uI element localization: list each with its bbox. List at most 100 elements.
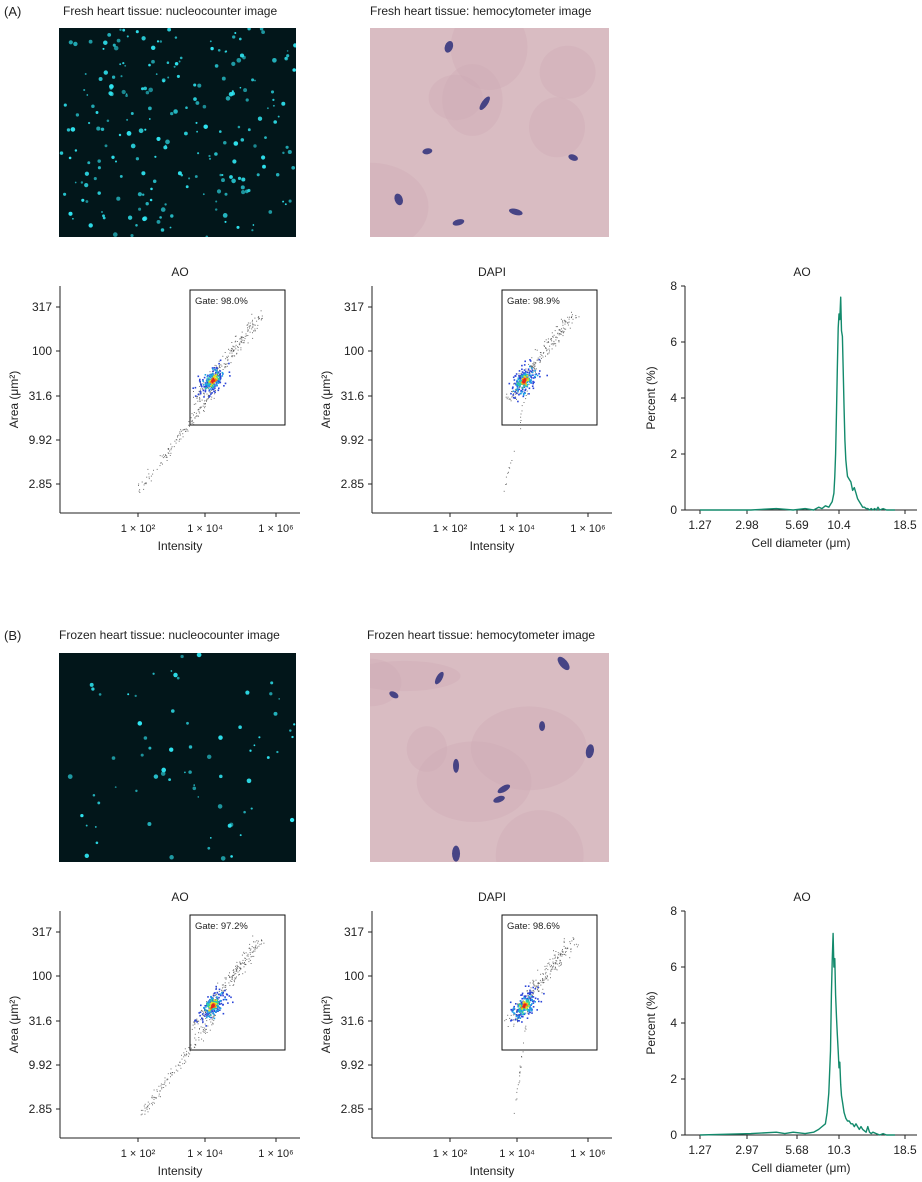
nucleus-dot: [80, 181, 84, 184]
stained-cell: [479, 96, 490, 111]
nucleus-dot: [166, 61, 170, 64]
event-point: [242, 962, 244, 964]
nucleus-dot: [119, 28, 122, 32]
event-point: [233, 355, 235, 357]
nucleus-dot: [206, 754, 212, 760]
event-point: [538, 990, 540, 992]
event-point: [521, 381, 523, 384]
nucleus-dot: [273, 711, 278, 716]
event-point: [203, 1012, 205, 1014]
event-point: [215, 365, 217, 367]
event-point: [523, 364, 526, 366]
event-point: [196, 415, 198, 417]
event-point: [512, 395, 514, 397]
event-point: [147, 1111, 149, 1113]
event-point: [142, 1109, 144, 1111]
y-tick-label: 31.6: [341, 1014, 365, 1028]
event-point: [212, 1016, 214, 1018]
event-point: [139, 492, 141, 493]
event-point: [214, 387, 216, 389]
event-point: [206, 1002, 208, 1005]
event-point: [543, 344, 545, 346]
event-point: [565, 321, 567, 323]
event-point: [207, 383, 210, 385]
event-point: [215, 389, 216, 391]
event-point: [215, 1000, 218, 1003]
nucleus-dot: [112, 43, 116, 47]
event-point: [240, 349, 242, 351]
event-point: [518, 386, 520, 388]
event-point: [542, 356, 544, 358]
event-point: [520, 420, 522, 421]
x-tick-label: 2.98: [735, 518, 759, 532]
event-point: [223, 363, 225, 365]
event-point: [207, 398, 209, 400]
event-point: [548, 342, 550, 343]
background-blotch: [428, 74, 483, 121]
event-point: [235, 971, 237, 972]
event-point: [239, 962, 241, 964]
event-point: [205, 382, 208, 385]
x-axis-label: Intensity: [470, 1164, 515, 1178]
event-point: [212, 1003, 215, 1006]
event-point: [253, 330, 255, 332]
histogram-title-a: AO: [793, 265, 811, 279]
background-blotch: [539, 45, 596, 99]
event-point: [249, 959, 251, 961]
event-point: [215, 994, 216, 996]
event-point: [190, 1047, 192, 1049]
event-point: [569, 957, 571, 959]
nucleus-dot: [98, 77, 103, 81]
event-point: [213, 382, 215, 384]
event-point: [521, 390, 523, 393]
event-point: [215, 371, 218, 373]
event-point: [532, 1006, 535, 1008]
event-point: [199, 394, 201, 396]
event-point: [535, 373, 538, 375]
event-point: [575, 943, 577, 945]
event-point: [166, 460, 168, 461]
event-point: [528, 383, 530, 385]
event-point: [229, 972, 230, 974]
event-point: [523, 369, 526, 371]
event-point: [521, 364, 523, 367]
event-point: [521, 383, 524, 385]
event-point: [537, 986, 539, 989]
event-point: [208, 381, 211, 384]
event-point: [520, 994, 522, 996]
event-point: [518, 374, 520, 377]
event-point: [224, 367, 226, 369]
stained-cell: [539, 721, 546, 732]
event-point: [556, 337, 558, 339]
event-point: [158, 1095, 160, 1097]
event-point: [138, 485, 139, 486]
event-point: [555, 339, 557, 341]
event-point: [147, 1101, 149, 1103]
event-point: [140, 1114, 142, 1116]
event-point: [228, 362, 230, 365]
nucleus-dot: [142, 216, 148, 221]
event-point: [535, 369, 537, 371]
event-point: [222, 1004, 224, 1006]
event-point: [202, 405, 204, 407]
event-point: [529, 381, 532, 383]
event-point: [522, 380, 525, 382]
event-point: [520, 1015, 523, 1018]
nucleus-dot: [195, 101, 200, 105]
event-point: [520, 428, 522, 430]
y-axis-label: Area (μm²): [7, 371, 21, 429]
event-point: [221, 991, 223, 994]
event-point: [190, 1044, 192, 1046]
event-point: [162, 457, 164, 459]
event-point: [216, 1001, 218, 1004]
event-point: [196, 396, 198, 397]
event-point: [516, 1019, 518, 1021]
event-point: [542, 979, 543, 981]
nucleus-dot: [97, 191, 101, 195]
gate-box: [501, 914, 598, 1051]
event-point: [522, 1013, 524, 1016]
nucleus-dot: [159, 40, 163, 43]
event-point: [235, 968, 237, 970]
event-point: [208, 377, 210, 379]
event-point: [528, 995, 529, 997]
